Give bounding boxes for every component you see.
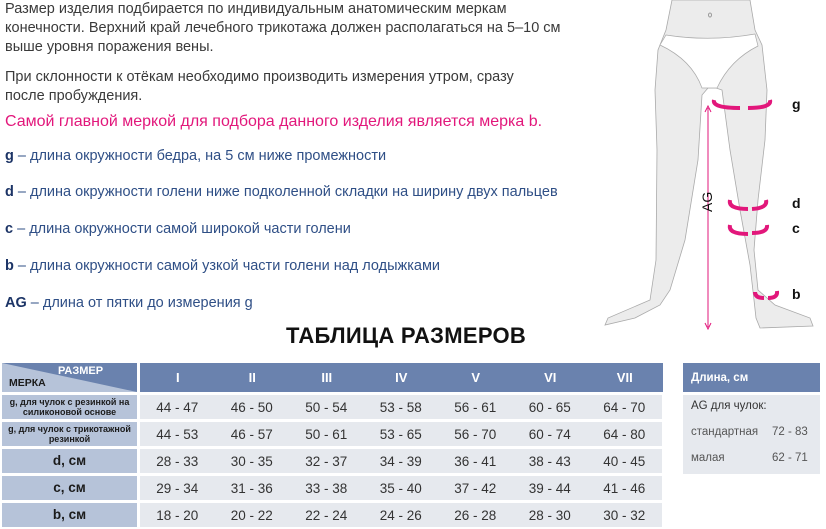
size-header-3: IV <box>363 363 439 392</box>
row-label: d, см <box>2 449 137 473</box>
table-cell: 30 - 32 <box>587 503 662 527</box>
intro-line: конечности. Верхний край лечебного трико… <box>5 20 561 36</box>
measure-key: AG <box>5 295 27 311</box>
measure-b: b – длина окружности самой узкой части г… <box>5 258 440 274</box>
table-cell: 37 - 42 <box>438 476 513 500</box>
length-subtitle: AG для чулок: <box>691 400 767 412</box>
measure-desc: – длина окружности голени ниже подколенн… <box>13 184 558 200</box>
table-cell: 50 - 54 <box>289 395 364 419</box>
measure-c: c – длина окружности самой широкой части… <box>5 221 351 237</box>
measure-desc: – длина от пятки до измерения g <box>26 295 253 311</box>
table-cell: 44 - 53 <box>140 422 215 446</box>
table-cell: 24 - 26 <box>363 503 438 527</box>
table-cell: 28 - 30 <box>512 503 587 527</box>
table-cell: 28 - 33 <box>140 449 215 473</box>
measure-key: c <box>5 221 14 237</box>
intro-line: Размер изделия подбирается по индивидуал… <box>5 1 507 17</box>
intro-line: после пробуждения. <box>5 88 143 104</box>
length-label: стандартная <box>691 426 759 438</box>
table-cell: 22 - 24 <box>289 503 364 527</box>
highlight-text: Самой главной меркой для подбора данного… <box>5 113 543 130</box>
intro-paragraph-1: Размер изделия подбирается по индивидуал… <box>5 0 561 57</box>
table-cell: 56 - 70 <box>438 422 513 446</box>
table-cell: 39 - 44 <box>512 476 587 500</box>
table-cell: 31 - 36 <box>214 476 289 500</box>
table-cell: 36 - 41 <box>438 449 513 473</box>
table-cell: 64 - 80 <box>587 422 662 446</box>
table-cell: 20 - 22 <box>214 503 289 527</box>
measure-desc: – длина окружности самой узкой части гол… <box>13 258 441 274</box>
table-cell: 46 - 50 <box>214 395 289 419</box>
row-label: g, для чулок с резинкой на силиконовой о… <box>2 395 137 419</box>
label-g: g <box>792 96 801 112</box>
row-label: g, для чулок с трикотажной резинкой <box>2 422 137 446</box>
table-cell: 35 - 40 <box>363 476 438 500</box>
intro-paragraph-2: При склонности к отёкам необходимо произ… <box>5 68 514 106</box>
table-cell: 38 - 43 <box>512 449 587 473</box>
table-cell: 46 - 57 <box>214 422 289 446</box>
length-panel: AG для чулок: стандартная 72 - 83 малая … <box>683 395 820 474</box>
table-cell: 41 - 46 <box>587 476 662 500</box>
table-cell: 40 - 45 <box>587 449 662 473</box>
table-cell: 60 - 74 <box>512 422 587 446</box>
table-cell: 56 - 61 <box>438 395 513 419</box>
row-label: b, см <box>2 503 137 527</box>
measure-arrows <box>711 99 780 300</box>
corner-cell: РАЗМЕР МЕРКА <box>2 363 137 392</box>
size-header-0: I <box>140 363 216 392</box>
leg-diagram: AG g d c b <box>604 0 814 331</box>
table-title: ТАБЛИЦА РАЗМЕРОВ <box>286 323 527 348</box>
table-cell: 33 - 38 <box>289 476 364 500</box>
table-cell: 64 - 70 <box>587 395 662 419</box>
table-cell: 53 - 58 <box>363 395 438 419</box>
corner-size-label: РАЗМЕР <box>58 365 104 377</box>
table-cell: 26 - 28 <box>438 503 513 527</box>
table-cell: 30 - 35 <box>214 449 289 473</box>
size-header-6: VII <box>587 363 663 392</box>
size-header-2: III <box>289 363 365 392</box>
length-value: 62 - 71 <box>772 452 808 464</box>
table-cell: 32 - 37 <box>289 449 364 473</box>
table-cell: 34 - 39 <box>363 449 438 473</box>
length-header: Длина, см <box>683 363 820 392</box>
table-cell: 50 - 61 <box>289 422 364 446</box>
measure-key: b <box>5 258 14 274</box>
label-ag: AG <box>699 192 715 212</box>
corner-measure-label: МЕРКА <box>9 377 46 389</box>
table-cell: 60 - 65 <box>512 395 587 419</box>
table-cell: 29 - 34 <box>140 476 215 500</box>
measure-g: g – длина окружности бедра, на 5 см ниже… <box>5 148 386 164</box>
length-label: малая <box>691 452 725 464</box>
size-header-5: VI <box>512 363 588 392</box>
intro-line: При склонности к отёкам необходимо произ… <box>5 69 514 85</box>
table-cell: 44 - 47 <box>140 395 215 419</box>
label-c: c <box>792 220 800 236</box>
measure-desc: – длина окружности бедра, на 5 см ниже п… <box>13 148 387 164</box>
size-header-1: II <box>214 363 290 392</box>
size-header-4: V <box>438 363 514 392</box>
table-cell: 53 - 65 <box>363 422 438 446</box>
measure-ag: AG – длина от пятки до измерения g <box>5 295 253 311</box>
length-value: 72 - 83 <box>772 426 808 438</box>
row-label: c, см <box>2 476 137 500</box>
table-cell: 18 - 20 <box>140 503 215 527</box>
measure-key: g <box>5 148 14 164</box>
intro-line: выше уровня поражения вены. <box>5 39 214 55</box>
measure-key: d <box>5 184 14 200</box>
label-d: d <box>792 195 801 211</box>
label-b: b <box>792 286 801 302</box>
measure-desc: – длина окружности самой широкой части г… <box>13 221 351 237</box>
measure-d: d – длина окружности голени ниже подколе… <box>5 184 558 200</box>
